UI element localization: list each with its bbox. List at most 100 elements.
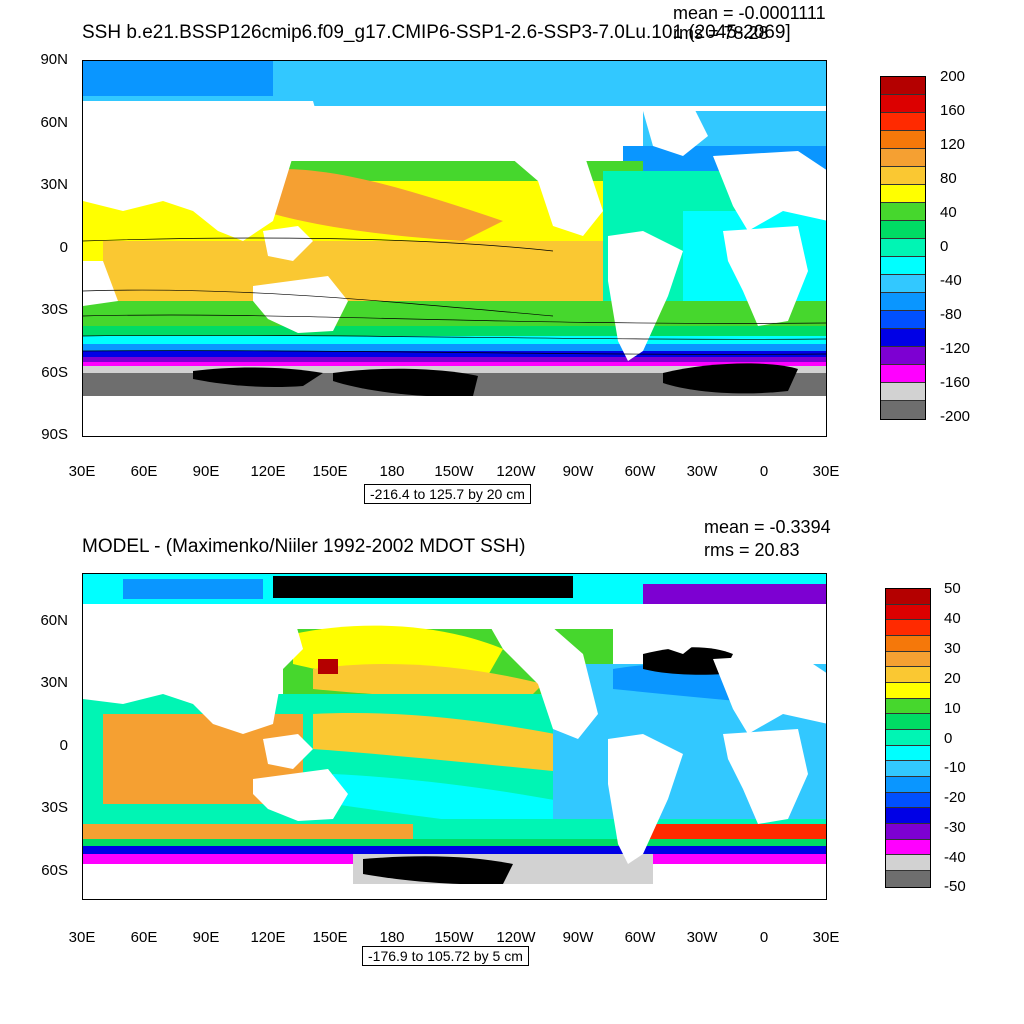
colorbar-swatch <box>886 730 930 746</box>
colorbar-swatch <box>886 683 930 699</box>
colorbar-swatch <box>881 365 925 383</box>
panel1-lat-label: 60S <box>41 364 68 381</box>
panel1-colorbar-label: 40 <box>940 204 957 221</box>
colorbar-swatch <box>881 383 925 401</box>
colorbar-swatch <box>886 871 930 887</box>
panel2-lon-label: 150E <box>312 929 348 946</box>
panel2-colorbar-label: 0 <box>944 730 953 747</box>
panel1-lon-label: 90W <box>562 463 594 480</box>
colorbar-swatch <box>881 203 925 221</box>
colorbar-swatch <box>881 185 925 203</box>
panel2-colorbar-label: 20 <box>944 670 961 687</box>
panel1-lat-label: 60N <box>40 114 68 131</box>
colorbar-swatch <box>886 824 930 840</box>
panel2-lon-label: 180 <box>379 929 405 946</box>
colorbar-swatch <box>881 167 925 185</box>
panel2-colorbar-label: 10 <box>944 700 961 717</box>
panel1-lat-label: 90S <box>41 426 68 443</box>
colorbar-swatch <box>886 855 930 872</box>
colorbar-swatch <box>886 761 930 778</box>
panel1-lat-label: 30S <box>41 301 68 318</box>
colorbar-swatch <box>886 839 930 856</box>
colorbar-swatch <box>881 275 925 293</box>
colorbar-swatch <box>881 257 925 275</box>
panel2-lat-label: 30S <box>41 799 68 816</box>
panel2-colorbar-label: 50 <box>944 580 961 597</box>
colorbar-swatch <box>881 113 925 131</box>
colorbar-swatch <box>881 95 925 113</box>
colorbar-swatch <box>881 149 925 167</box>
panel2-lon-label: 60W <box>624 929 656 946</box>
panel1-lon-label: 60W <box>624 463 656 480</box>
panel2-lat-label: 0 <box>59 737 68 754</box>
panel1-lon-label: 150W <box>434 463 474 480</box>
colorbar-swatch <box>886 698 930 715</box>
panel2-colorbar <box>885 588 931 888</box>
panel1-colorbar-label: -120 <box>940 340 971 357</box>
colorbar-swatch <box>881 239 925 257</box>
panel1-map-svg <box>83 61 826 436</box>
panel2-colorbar-label: -20 <box>944 789 966 806</box>
panel1-lon-label: 180 <box>379 463 405 480</box>
colorbar-swatch <box>886 714 930 731</box>
panel1-lon-label: 30E <box>68 463 96 480</box>
panel1-lon-label: 120W <box>496 463 536 480</box>
panel2-lon-label: 120W <box>496 929 536 946</box>
colorbar-swatch <box>881 329 925 347</box>
colorbar-swatch <box>886 667 930 684</box>
panel1-colorbar-label: -40 <box>940 272 962 289</box>
panel1-lon-label: 30W <box>686 463 718 480</box>
panel1-colorbar-label: -80 <box>940 306 962 323</box>
colorbar-swatch <box>881 221 925 239</box>
panel1-lon-label: 150E <box>312 463 348 480</box>
panel2-lon-label: 150W <box>434 929 474 946</box>
panel1-range-box: -216.4 to 125.7 by 20 cm <box>364 484 531 504</box>
panel1-colorbar <box>880 76 926 420</box>
panel2-lon-label: 30E <box>812 929 840 946</box>
panel1-lon-label: 120E <box>250 463 286 480</box>
panel1-colorbar-label: -200 <box>940 408 971 425</box>
colorbar-swatch <box>886 651 930 668</box>
panel2-range-box: -176.9 to 105.72 by 5 cm <box>362 946 529 966</box>
panel2-map <box>82 573 827 900</box>
panel2-lon-label: 120E <box>250 929 286 946</box>
panel1-colorbar-label: -160 <box>940 374 971 391</box>
panel2-map-svg <box>83 574 826 899</box>
colorbar-swatch <box>886 777 930 793</box>
panel2-lon-label: 30W <box>686 929 718 946</box>
panel2-mean: mean = -0.3394 <box>704 517 831 537</box>
colorbar-swatch <box>881 77 925 95</box>
panel2-colorbar-label: -50 <box>944 878 966 895</box>
panel1-title: SSH b.e21.BSSP126cmip6.f09_g17.CMIP6-SSP… <box>82 22 791 43</box>
colorbar-swatch <box>881 131 925 149</box>
panel2-colorbar-label: -10 <box>944 759 966 776</box>
panel1-colorbar-label: 160 <box>940 102 966 119</box>
panel1-lat-label: 90N <box>40 51 68 68</box>
panel2-title: MODEL - (Maximenko/Niiler 1992-2002 MDOT… <box>82 536 526 557</box>
colorbar-swatch <box>886 792 930 809</box>
colorbar-swatch <box>881 311 925 329</box>
colorbar-swatch <box>886 745 930 762</box>
panel2-colorbar-label: 40 <box>944 610 961 627</box>
panel1-colorbar-label: 80 <box>940 170 957 187</box>
panel1-map <box>82 60 827 437</box>
colorbar-swatch <box>886 589 930 605</box>
panel2-lon-label: 60E <box>130 929 158 946</box>
colorbar-swatch <box>881 401 925 419</box>
colorbar-swatch <box>886 620 930 637</box>
panel1-rms: rms = 78.28 <box>673 23 769 43</box>
panel1-lat-label: 0 <box>59 239 68 256</box>
panel1-colorbar-label: 200 <box>940 68 966 85</box>
panel2-lat-label: 60N <box>40 612 68 629</box>
colorbar-swatch <box>886 808 930 825</box>
panel1-lat-label: 30N <box>40 176 68 193</box>
panel1-mean: mean = -0.0001111 <box>673 3 826 23</box>
panel1-lon-label: 0 <box>759 463 769 480</box>
panel1-lon-label: 60E <box>130 463 158 480</box>
colorbar-swatch <box>886 604 930 621</box>
colorbar-swatch <box>881 347 925 365</box>
panel2-lon-label: 90W <box>562 929 594 946</box>
panel2-lon-label: 90E <box>192 929 220 946</box>
colorbar-swatch <box>881 293 925 311</box>
panel2-lon-label: 0 <box>759 929 769 946</box>
